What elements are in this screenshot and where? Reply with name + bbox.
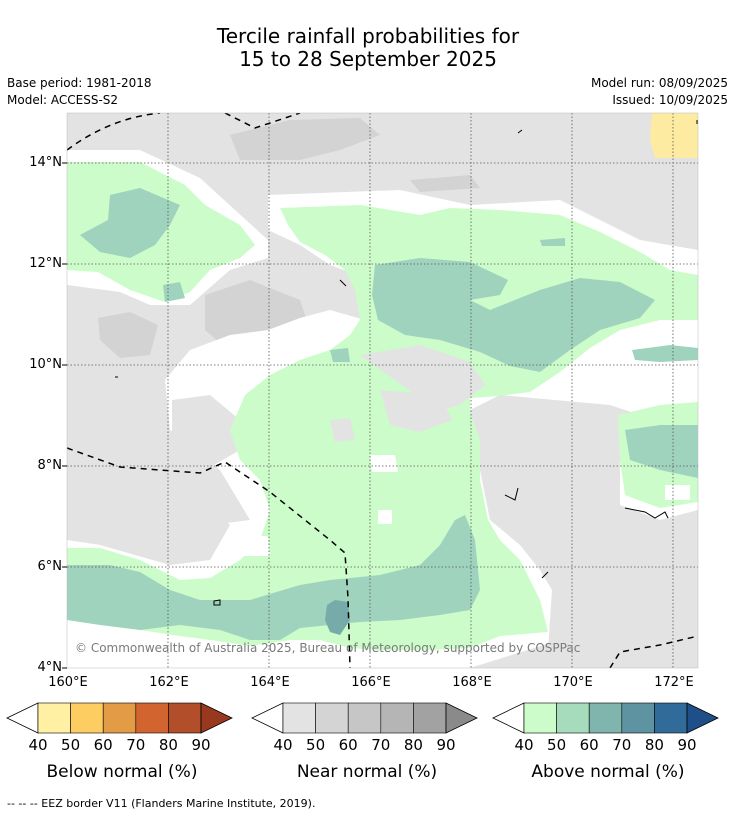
below-normal-colorbar [6,702,233,734]
colorbar-segment [282,702,316,734]
white-enclaves [240,455,690,556]
lat-label: 10°N [29,357,62,372]
colorbar-segment [102,702,137,734]
colorbar-segment [37,702,71,734]
colorbar-tick-label: 80 [644,736,664,754]
colorbar-segment [347,702,382,734]
colorbar-tick-label: 70 [371,736,391,754]
colorbar-tick-label: 50 [61,736,81,754]
colorbar-segment [523,702,557,734]
colorbar-segment [621,702,655,734]
colorbar-segment [413,702,447,734]
colorbar-over-triangle [445,702,478,734]
lon-label: 170°E [553,675,593,690]
eez-border-footnote: -- -- -- EEZ border V11 (Flanders Marine… [7,797,316,810]
lat-label: 14°N [29,155,62,170]
above-normal-colorbar [492,702,719,734]
colorbar-tick-label: 70 [126,736,146,754]
lat-label: 4°N [37,660,63,675]
above-normal-colorbar-title: Above normal (%) [531,762,685,782]
lon-label: 164°E [250,675,290,690]
colorbar-over-triangle [686,702,719,734]
near-normal-colorbar-title: Near normal (%) [296,762,438,782]
lon-label: 172°E [654,675,694,690]
colorbar-tick-label: 70 [612,736,632,754]
lon-label: 162°E [149,675,189,690]
colorbar-segment [556,702,590,734]
colorbar-tick-label: 80 [403,736,423,754]
near-normal-colorbar [251,702,478,734]
map-title-line2: 15 to 28 September 2025 [239,47,497,71]
islands [115,120,698,606]
lat-label: 6°N [37,559,63,574]
colorbar-under-triangle [251,702,284,734]
colorbar-tick-label: 50 [306,736,326,754]
colorbar-segment [168,702,202,734]
colorbar-segment [70,702,104,734]
colorbar-tick-label: 90 [677,736,697,754]
colorbar-tick-label: 90 [436,736,456,754]
colorbar-under-triangle [6,702,39,734]
lat-label: 8°N [37,458,63,473]
above-normal-50-60-areas [67,188,698,640]
colorbar-under-triangle [492,702,525,734]
colorbar-tick-label: 60 [93,736,113,754]
copyright-credit: © Commonwealth of Australia 2025, Bureau… [75,641,581,655]
near-normal-inner [67,350,698,668]
colorbar-segment [588,702,623,734]
eez-borders [67,113,698,668]
colorbar-segment [654,702,688,734]
colorbar-tick-label: 60 [338,736,358,754]
model-text: Model: ACCESS-S2 [7,93,119,107]
below-normal-40-50-area [650,113,698,158]
map-frame [66,112,699,669]
below-normal-colorbar-title: Below normal (%) [46,762,198,782]
near-normal-enclaves [330,345,485,442]
colorbar-tick-label: 60 [579,736,599,754]
model-run-text: Model run: 08/09/2025 [590,76,728,90]
issued-text: Issued: 10/09/2025 [612,93,728,107]
colorbar-segment [315,702,349,734]
above-normal-60-70-area [325,600,350,635]
map-title-line1: Tercile rainfall probabilities for [216,24,520,48]
colorbar-over-triangle [200,702,233,734]
lat-label: 12°N [29,256,62,271]
lon-label: 166°E [351,675,391,690]
axis-ticks [62,162,67,669]
colorbar-tick-label: 80 [158,736,178,754]
colorbar-tick-label: 50 [547,736,567,754]
colorbar-tick-label: 40 [28,736,48,754]
colorbar-segment [380,702,414,734]
colorbar-segment [135,702,169,734]
colorbar-tick-label: 90 [191,736,211,754]
rainfall-probability-map [62,112,699,669]
lon-label: 160°E [48,675,88,690]
colorbar-tick-label: 40 [273,736,293,754]
lon-label: 168°E [452,675,492,690]
colorbar-tick-label: 40 [514,736,534,754]
graticule [67,113,698,668]
base-period-text: Base period: 1981-2018 [7,76,152,90]
